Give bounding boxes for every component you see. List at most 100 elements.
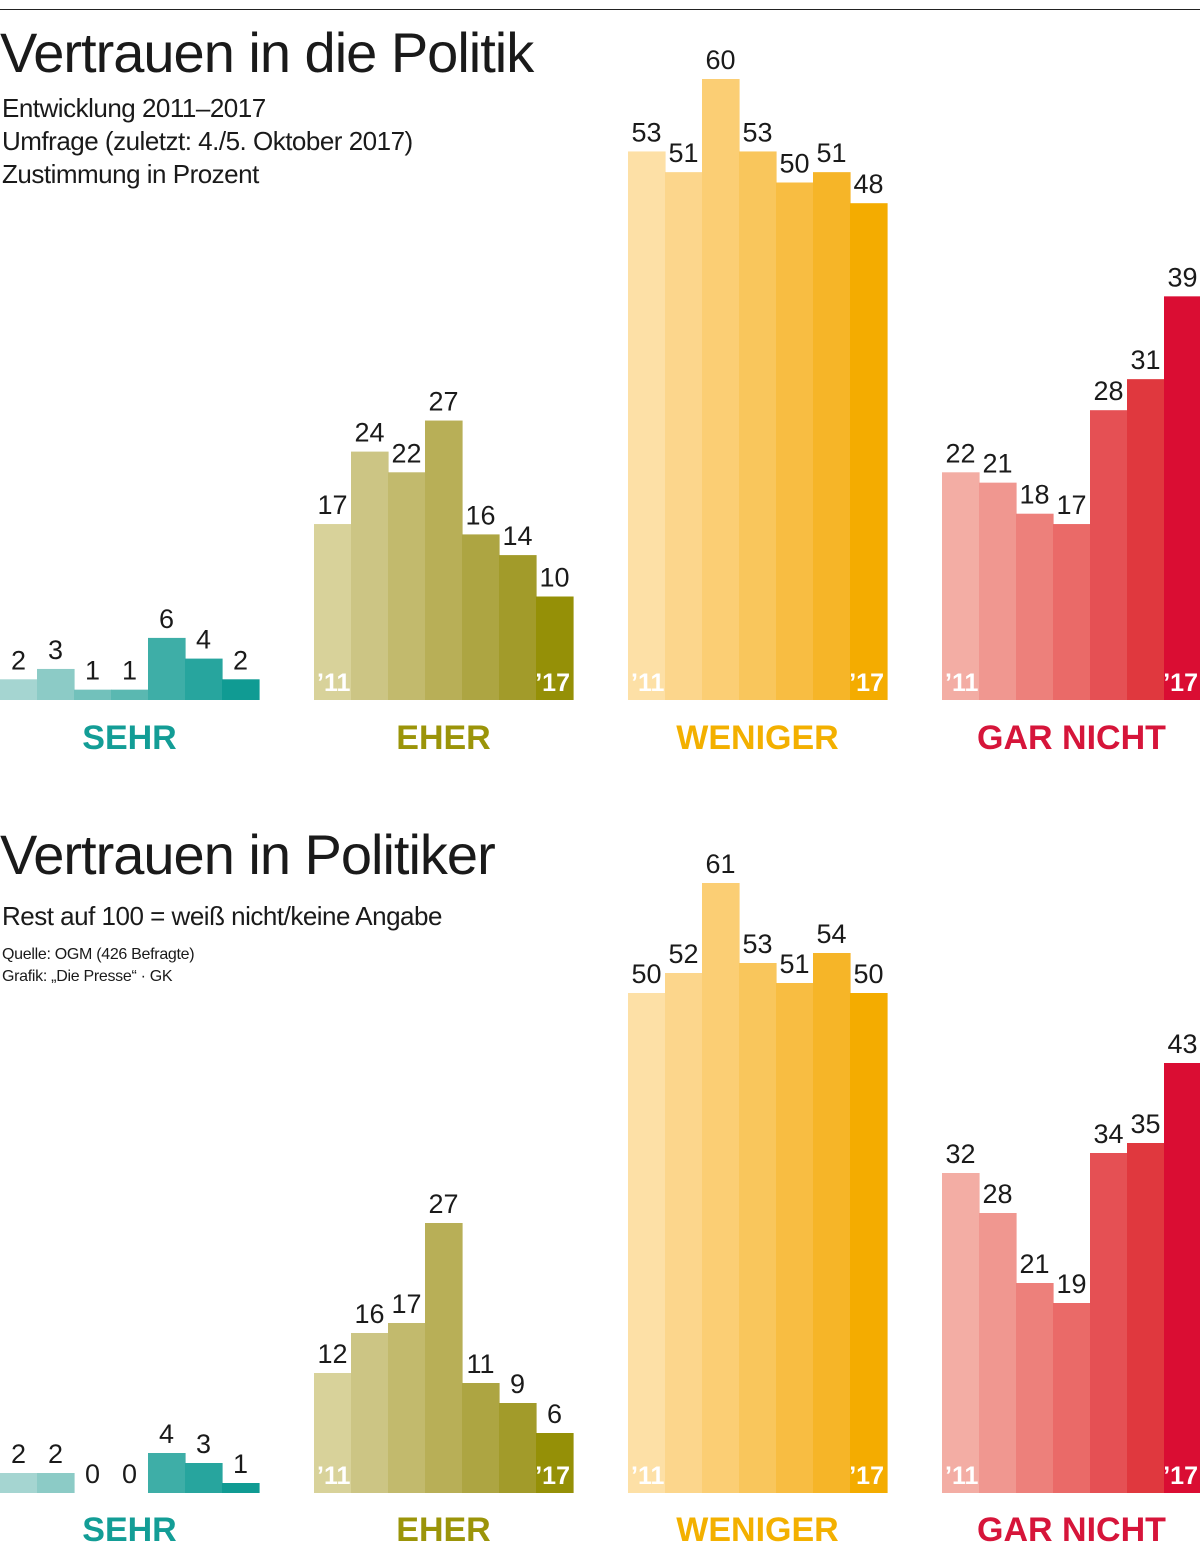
value-label-1-gar-nicht-3: 18 (1019, 480, 1049, 510)
value-label-1-gar-nicht-4: 17 (1056, 490, 1086, 520)
bar-2-sehr-5 (148, 1453, 186, 1493)
bar-2-eher-4 (425, 1223, 463, 1493)
value-label-2-weniger-3: 61 (705, 849, 735, 879)
bar-2-weniger-7 (850, 993, 888, 1493)
bar-2-sehr-6 (185, 1463, 223, 1493)
value-label-2-eher-7: 6 (547, 1399, 562, 1429)
bar-1-gar-nicht-5 (1090, 410, 1128, 700)
bar-1-eher-7 (536, 596, 574, 700)
value-label-2-gar-nicht-2: 28 (982, 1179, 1012, 1209)
year-label-last: ’17 (535, 669, 570, 697)
value-label-1-gar-nicht-5: 28 (1093, 376, 1123, 406)
value-label-2-gar-nicht-7: 43 (1167, 1029, 1197, 1059)
value-label-2-weniger-4: 53 (742, 929, 772, 959)
bar-1-weniger-6 (813, 172, 851, 700)
bar-1-weniger-1 (628, 151, 666, 700)
bar-2-sehr-2 (37, 1473, 75, 1493)
bar-1-gar-nicht-4 (1053, 524, 1091, 700)
value-label-1-gar-nicht-6: 31 (1130, 345, 1160, 375)
bar-1-eher-3 (388, 472, 426, 700)
bar-1-eher-4 (425, 420, 463, 700)
bar-1-eher-1 (314, 524, 352, 700)
bar-2-eher-6 (499, 1403, 537, 1493)
value-label-2-sehr-1: 2 (11, 1439, 26, 1469)
value-label-1-gar-nicht-1: 22 (945, 438, 975, 468)
value-label-2-sehr-3: 0 (85, 1459, 100, 1489)
bar-2-gar-nicht-6 (1127, 1143, 1165, 1493)
year-label-last: ’17 (849, 669, 884, 697)
bar-1-gar-nicht-2 (979, 482, 1017, 700)
bar-2-gar-nicht-3 (1016, 1283, 1054, 1493)
value-label-1-gar-nicht-2: 21 (982, 449, 1012, 479)
year-label-first: ’11 (317, 669, 350, 697)
value-label-2-eher-6: 9 (510, 1369, 525, 1399)
bar-1-sehr-2 (37, 668, 75, 700)
value-label-2-sehr-5: 4 (159, 1419, 174, 1449)
value-label-1-eher-4: 27 (428, 387, 458, 417)
value-label-2-weniger-2: 52 (668, 939, 698, 969)
rest-note: Rest auf 100 = weiß nicht/keine Angabe (2, 901, 442, 931)
value-label-2-weniger-6: 54 (816, 919, 846, 949)
value-label-1-sehr-1: 2 (11, 645, 26, 675)
value-label-1-weniger-5: 50 (779, 149, 809, 179)
category-label-eher: EHER (396, 1511, 490, 1549)
value-label-2-gar-nicht-4: 19 (1056, 1269, 1086, 1299)
value-label-1-sehr-3: 1 (85, 656, 100, 686)
value-label-1-sehr-2: 3 (48, 635, 63, 665)
year-label-first: ’11 (631, 669, 664, 697)
value-label-2-eher-1: 12 (317, 1339, 347, 1369)
category-label-sehr: SEHR (82, 1511, 176, 1549)
value-label-2-sehr-7: 1 (233, 1449, 248, 1479)
year-label-last: ’17 (535, 1462, 570, 1490)
bar-2-sehr-1 (0, 1473, 38, 1493)
credit-text: Grafik: „Die Presse“ · GK (2, 968, 173, 985)
bar-1-weniger-3 (702, 79, 740, 700)
value-label-2-eher-3: 17 (391, 1289, 421, 1319)
category-label-weniger: WENIGER (676, 1511, 838, 1549)
value-label-2-sehr-4: 0 (122, 1459, 137, 1489)
bar-1-sehr-4 (111, 689, 149, 700)
bar-2-eher-7 (536, 1433, 574, 1493)
value-label-2-gar-nicht-1: 32 (945, 1139, 975, 1169)
value-label-1-weniger-6: 51 (816, 138, 846, 168)
value-label-1-weniger-1: 53 (631, 117, 661, 147)
value-label-1-gar-nicht-7: 39 (1167, 262, 1197, 292)
year-label-last: ’17 (1163, 1462, 1198, 1490)
value-label-1-weniger-3: 60 (705, 45, 735, 75)
bar-2-weniger-3 (702, 883, 740, 1493)
source-block: Quelle: OGM (426 Befragte) Grafik: „Die … (2, 944, 195, 988)
year-label-last: ’17 (1163, 669, 1198, 697)
value-label-2-gar-nicht-3: 21 (1019, 1249, 1049, 1279)
bar-1-gar-nicht-7 (1164, 296, 1200, 700)
bar-1-eher-2 (351, 451, 389, 700)
year-label-last: ’17 (849, 1462, 884, 1490)
bar-1-gar-nicht-3 (1016, 513, 1054, 700)
value-label-1-weniger-2: 51 (668, 138, 698, 168)
value-label-2-eher-2: 16 (354, 1299, 384, 1329)
category-label-sehr: SEHR (82, 719, 176, 757)
bar-2-sehr-7 (222, 1483, 260, 1493)
chart-subtitle: Entwicklung 2011–2017 Umfrage (zuletzt: … (2, 92, 413, 191)
value-label-1-eher-3: 22 (391, 438, 421, 468)
bar-2-weniger-1 (628, 993, 666, 1493)
value-label-1-sehr-7: 2 (233, 645, 248, 675)
top-rule (0, 9, 1200, 10)
value-label-1-eher-1: 17 (317, 490, 347, 520)
subtitle-unit: Zustimmung in Prozent (2, 159, 259, 189)
bar-1-sehr-7 (222, 679, 260, 700)
bar-2-gar-nicht-2 (979, 1213, 1017, 1493)
year-label-first: ’11 (945, 669, 978, 697)
value-label-2-eher-4: 27 (428, 1189, 458, 1219)
value-label-1-eher-6: 14 (502, 521, 532, 551)
bar-2-gar-nicht-5 (1090, 1153, 1128, 1493)
value-label-1-eher-2: 24 (354, 418, 384, 448)
bar-2-gar-nicht-7 (1164, 1063, 1200, 1493)
subtitle-survey: Umfrage (zuletzt: 4./5. Oktober 2017) (2, 126, 413, 156)
category-label-eher: EHER (396, 719, 490, 757)
value-label-1-sehr-4: 1 (122, 656, 137, 686)
value-label-2-sehr-2: 2 (48, 1439, 63, 1469)
bar-1-eher-5 (462, 534, 500, 700)
bar-1-weniger-5 (776, 182, 814, 700)
bar-2-weniger-5 (776, 983, 814, 1493)
